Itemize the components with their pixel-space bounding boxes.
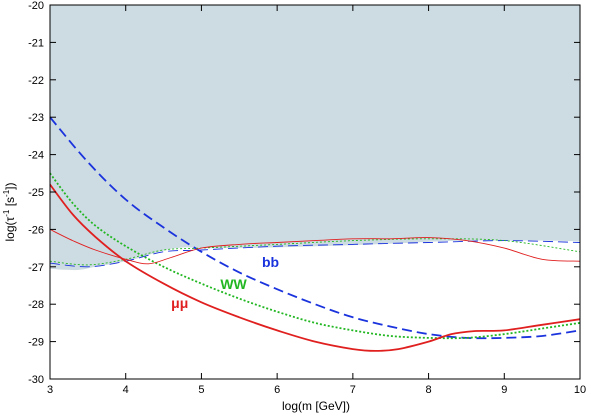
- y-axis-title-mid: [s: [3, 197, 17, 210]
- y-axis-title: log(τ-1 [s-1]): [2, 182, 17, 241]
- y-tick-label: -22: [28, 75, 44, 87]
- x-tick-label: 9: [501, 384, 507, 396]
- y-tick-label: -29: [28, 337, 44, 349]
- x-tick-label: 5: [198, 384, 204, 396]
- excluded-region: [50, 5, 580, 271]
- series-bb-line: [49, 116, 581, 340]
- y-tick-label: -21: [28, 37, 44, 49]
- y-tick-label: -27: [28, 262, 44, 274]
- x-tick-label: 7: [350, 384, 356, 396]
- y-tick-label: -28: [28, 299, 44, 311]
- y-tick-label: -24: [28, 150, 44, 162]
- y-axis-title-sup2: -1: [2, 189, 11, 197]
- series-ww-bound-line: [49, 238, 581, 266]
- series-mumu-bound-line: [49, 228, 581, 265]
- x-tick-label: 10: [574, 384, 586, 396]
- y-axis-title-sup1: -1: [2, 209, 11, 217]
- x-tick-label: 3: [47, 384, 53, 396]
- x-tick-label: 6: [274, 384, 280, 396]
- series-label-ww: WW: [220, 276, 247, 292]
- y-tick-label: -23: [28, 112, 44, 124]
- y-tick-label: -20: [28, 0, 44, 12]
- y-tick-label: -30: [28, 374, 44, 386]
- x-tick-label: 4: [123, 384, 129, 396]
- y-axis-title-base: log(τ: [3, 216, 17, 241]
- y-tick-label: -26: [28, 224, 44, 236]
- x-tick-label: 8: [426, 384, 432, 396]
- series-label-mumu: μμ: [171, 295, 188, 311]
- series-label-bb: bb: [262, 254, 279, 270]
- series-mumu-line: [49, 183, 581, 352]
- y-tick-label: -25: [28, 187, 44, 199]
- y-axis-title-end: ]): [3, 182, 17, 189]
- x-axis-title: log(m [GeV]): [282, 399, 350, 413]
